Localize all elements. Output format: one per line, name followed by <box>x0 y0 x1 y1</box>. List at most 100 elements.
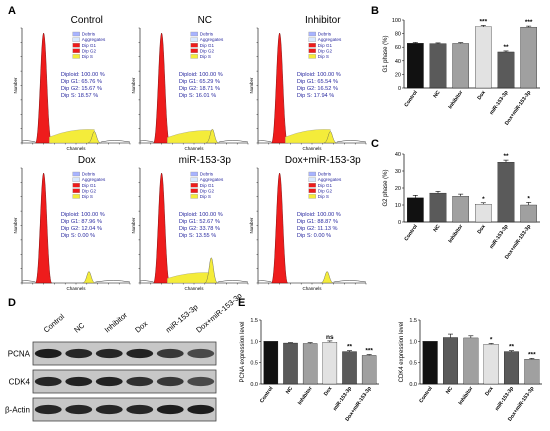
legend-label: Dip G2 <box>200 188 215 193</box>
y-tick-label: 20 <box>395 72 401 78</box>
legend-swatch <box>72 48 80 53</box>
blot-column-label: NC <box>72 320 87 334</box>
legend-label: Dip G1 <box>200 43 215 48</box>
category-label: Inhibitor <box>447 90 464 110</box>
bar <box>263 341 279 385</box>
bar <box>475 203 492 223</box>
legend-label: Dip G1 <box>200 183 215 188</box>
legend-swatch <box>72 177 80 182</box>
significance-mark: *** <box>525 19 533 26</box>
bar <box>497 162 515 223</box>
histogram-stat: Diploid: 100.00 % <box>179 212 223 218</box>
histogram-stat: Dip G1: 87.96 % <box>61 219 102 225</box>
histogram-panel: miR-153-3p Number Channels DebrisAggregates… <box>131 155 249 291</box>
y-tick-label: 100 <box>392 18 401 24</box>
legend-label: Dip S <box>200 54 211 59</box>
panel-label-e: E <box>238 297 245 309</box>
blot-band <box>156 376 184 387</box>
category-label: Control <box>403 223 419 242</box>
bar <box>342 351 357 385</box>
category-label: Control <box>418 385 434 404</box>
legend-swatch <box>308 183 316 188</box>
s-phase-region <box>167 272 212 284</box>
y-axis-label: CDK4 expression level <box>399 322 405 383</box>
legend-swatch <box>308 188 316 193</box>
histogram-stat: Diploid: 100.00 % <box>297 212 341 218</box>
significance-mark: ** <box>503 44 509 51</box>
legend-label: Aggregates <box>318 37 342 42</box>
histogram-stat: Dip S: 0.00 % <box>297 233 331 239</box>
blot-band <box>65 376 93 387</box>
category-label: Dox <box>484 386 495 398</box>
legend-swatch <box>308 171 316 177</box>
y-tick-label: 1.5 <box>409 318 417 324</box>
bar <box>322 342 338 385</box>
histogram-stat: Dip S: 17.94 % <box>297 93 334 99</box>
blot-band <box>187 376 215 387</box>
legend-label: Aggregates <box>82 37 106 42</box>
legend-label: Dip G1 <box>318 183 333 188</box>
y-tick-label: 80 <box>395 32 401 38</box>
histogram-outline <box>257 140 367 143</box>
histogram-stat: Dip S: 13.55 % <box>179 233 216 239</box>
legend-swatch <box>190 54 198 59</box>
bar <box>520 204 537 223</box>
western-blot: Control NC Inhibitor Dox miR-153-3pDox+miR-1… <box>5 291 244 422</box>
legend-swatch <box>190 43 198 48</box>
category-label: NC <box>432 224 441 234</box>
blot-band <box>95 404 123 415</box>
y-tick-label: 0.5 <box>409 361 417 367</box>
bar <box>302 343 318 385</box>
legend-swatch <box>72 37 80 42</box>
histogram-ylabel: Number <box>131 77 136 94</box>
category-label: Dox <box>476 90 487 102</box>
y-tick-label: 1.5 <box>250 318 258 324</box>
histogram-stat: Dip G1: 65.54 % <box>297 79 338 85</box>
bar <box>429 192 447 223</box>
bar <box>504 351 519 385</box>
g1-phase-chart: 0 20 40 60 80 100 G1 phase (%) Control NC Inhibit… <box>383 18 540 127</box>
histogram-stat: Dip G1: 88.87 % <box>297 219 338 225</box>
legend-label: Dip G1 <box>82 183 97 188</box>
panel-label-b: B <box>371 5 379 17</box>
histogram-stat: Dip S: 16.01 % <box>179 93 216 99</box>
bar <box>407 43 424 89</box>
y-axis-label: G1 phase (%) <box>383 35 389 72</box>
histogram-panel: InhibitorNumberChannelsDebrisAggregatesD… <box>249 15 367 151</box>
legend-swatch <box>190 177 198 182</box>
s-phase-region <box>167 130 213 144</box>
g2-peak <box>204 257 218 284</box>
g1-peak <box>153 172 170 284</box>
legend-swatch <box>308 48 316 53</box>
blot-band <box>126 376 154 387</box>
blot-band <box>34 376 62 387</box>
histogram-stat: Dip G1: 65.76 % <box>61 79 102 85</box>
histogram-xlabel: Channels <box>184 146 204 151</box>
blot-band <box>126 404 154 415</box>
category-label: Inhibitor <box>447 224 464 244</box>
bar <box>407 197 424 223</box>
category-label: miR-153-3p <box>494 386 515 412</box>
bar <box>422 341 438 385</box>
y-tick-label: 0 <box>398 86 401 92</box>
blot-column-label: miR-153-3p <box>164 302 200 334</box>
blot-strip <box>32 369 217 394</box>
histogram-stat: Dip S: 0.00 % <box>61 233 95 239</box>
legend-label: Dip S <box>318 194 329 199</box>
histogram-panel: ControlNumberChannelsDebrisAggregatesDip… <box>13 15 131 151</box>
bar <box>475 26 492 89</box>
histogram-stat: Dip G1: 52.67 % <box>179 219 220 225</box>
blot-column-label: Control <box>42 312 67 335</box>
legend-label: Dip G1 <box>318 43 333 48</box>
histogram-stat: Dip G2: 11.13 % <box>297 226 338 232</box>
category-label: Inhibitor <box>297 386 314 406</box>
significance-mark: ns <box>326 334 334 341</box>
legend-label: Aggregates <box>318 177 342 182</box>
significance-mark: * <box>490 336 493 343</box>
histogram-title: Dox <box>78 155 96 166</box>
category-label: miR-153-3p <box>332 386 353 412</box>
histogram-stat: Diploid: 100.00 % <box>61 72 105 78</box>
histogram-stat: Dip G2: 16.52 % <box>297 86 338 92</box>
blot-band <box>156 404 184 415</box>
y-tick-label: 1.0 <box>409 339 417 345</box>
